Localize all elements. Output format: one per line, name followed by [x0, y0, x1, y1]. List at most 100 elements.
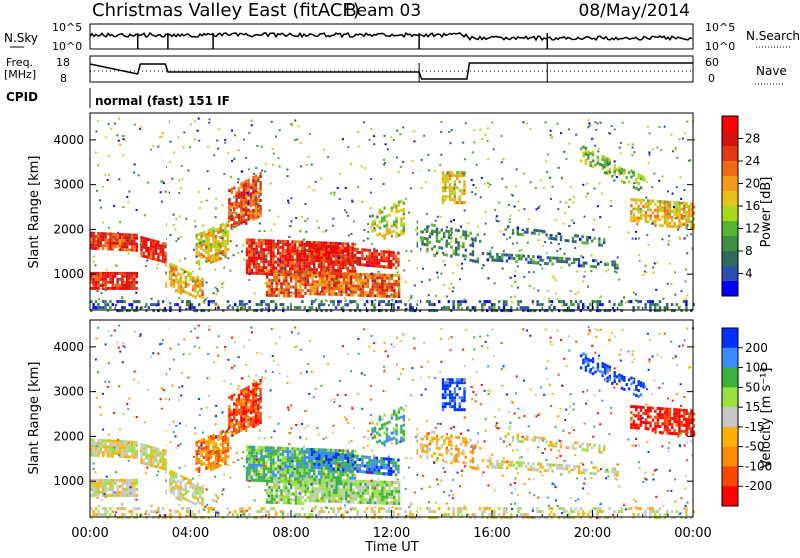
power-cell — [350, 279, 352, 282]
power-cell — [518, 257, 520, 260]
velocity-cell — [259, 391, 261, 394]
power-cell — [106, 269, 108, 271]
velocity-cell — [296, 457, 298, 460]
velocity-cell — [291, 447, 293, 450]
velocity-cell — [102, 439, 104, 442]
velocity-cell — [283, 489, 285, 492]
power-cell — [107, 232, 109, 235]
power-cell — [148, 250, 150, 253]
power-cell — [275, 255, 277, 258]
power-cell — [381, 280, 383, 283]
power-cell — [674, 271, 676, 273]
power-cell — [205, 260, 207, 263]
power-cell — [332, 266, 334, 269]
plot-title: Christmas Valley East (fitACF) — [92, 0, 360, 21]
power-cell — [208, 253, 210, 256]
power-cell — [444, 186, 446, 189]
power-cell — [553, 277, 555, 279]
power-cell — [353, 265, 355, 267]
power-cell — [222, 204, 224, 206]
power-cell — [642, 210, 644, 212]
velocity-cell — [268, 486, 270, 489]
velocity-cell — [126, 449, 128, 452]
power-cell — [275, 136, 277, 138]
power-cell — [283, 279, 285, 282]
power-cell — [155, 246, 157, 249]
power-cell — [266, 291, 268, 294]
velocity-cell — [303, 466, 305, 469]
velocity-cell — [297, 499, 299, 502]
velocity-cell — [253, 479, 255, 482]
velocity-cell — [271, 495, 273, 498]
power-cell — [312, 283, 314, 286]
power-cell — [303, 262, 305, 265]
power-cell — [434, 170, 436, 172]
power-cell — [636, 223, 638, 225]
velocity-cell — [280, 498, 282, 501]
power-cell — [193, 249, 195, 251]
power-cell — [427, 154, 429, 156]
power-cell — [116, 272, 118, 275]
power-cell — [642, 176, 644, 179]
power-cell — [599, 216, 601, 218]
power-cell — [197, 294, 199, 297]
power-cell — [199, 268, 201, 270]
power-cell — [379, 292, 381, 295]
power-cell — [541, 303, 543, 306]
power-cell — [342, 246, 344, 249]
velocity-cell — [294, 453, 296, 456]
power-cell — [194, 283, 196, 286]
power-cell — [445, 245, 447, 248]
velocity-cell — [235, 410, 237, 413]
power-cell — [634, 151, 636, 153]
power-cell — [523, 173, 525, 175]
power-cell — [347, 244, 349, 246]
power-cell — [326, 284, 328, 287]
power-cell — [670, 134, 672, 136]
velocity-cell — [231, 425, 233, 428]
velocity-cell — [252, 419, 254, 422]
power-cell — [618, 170, 620, 173]
velocity-cell — [92, 491, 94, 494]
power-cell — [197, 130, 199, 132]
power-cell — [393, 292, 395, 295]
power-cell — [628, 171, 630, 174]
power-cell — [177, 273, 179, 276]
power-cell — [227, 230, 229, 233]
power-cell — [136, 281, 138, 284]
power-cell — [303, 259, 305, 262]
power-cell — [192, 285, 194, 288]
power-cell — [369, 276, 371, 279]
velocity-cell — [162, 449, 164, 452]
velocity-cell — [287, 456, 289, 459]
power-cell — [374, 299, 376, 301]
power-cell — [632, 172, 634, 174]
power-cell — [296, 306, 298, 309]
velocity-cell — [124, 446, 126, 449]
velocity-cell — [150, 464, 152, 467]
velocity-cell — [260, 449, 262, 452]
power-cell — [313, 189, 315, 191]
power-cell — [258, 266, 260, 269]
power-cell — [475, 187, 477, 189]
power-cell — [683, 217, 685, 220]
velocity-cell — [300, 499, 302, 502]
power-cell — [271, 291, 273, 294]
power-cell — [222, 244, 224, 247]
power-cell — [605, 172, 607, 174]
power-cell — [299, 256, 301, 259]
power-cell — [92, 232, 94, 235]
power-cell — [383, 250, 385, 253]
power-cell — [224, 255, 226, 258]
power-cell — [448, 233, 450, 236]
power-cell — [666, 207, 668, 210]
power-cell — [380, 300, 382, 303]
power-cell — [447, 177, 449, 180]
velocity-cell — [136, 482, 138, 485]
power-cell — [199, 289, 201, 292]
power-cell — [633, 174, 635, 177]
power-cell — [688, 208, 690, 211]
power-cell — [548, 237, 550, 240]
power-cell — [359, 251, 361, 254]
power-cell — [388, 263, 390, 266]
